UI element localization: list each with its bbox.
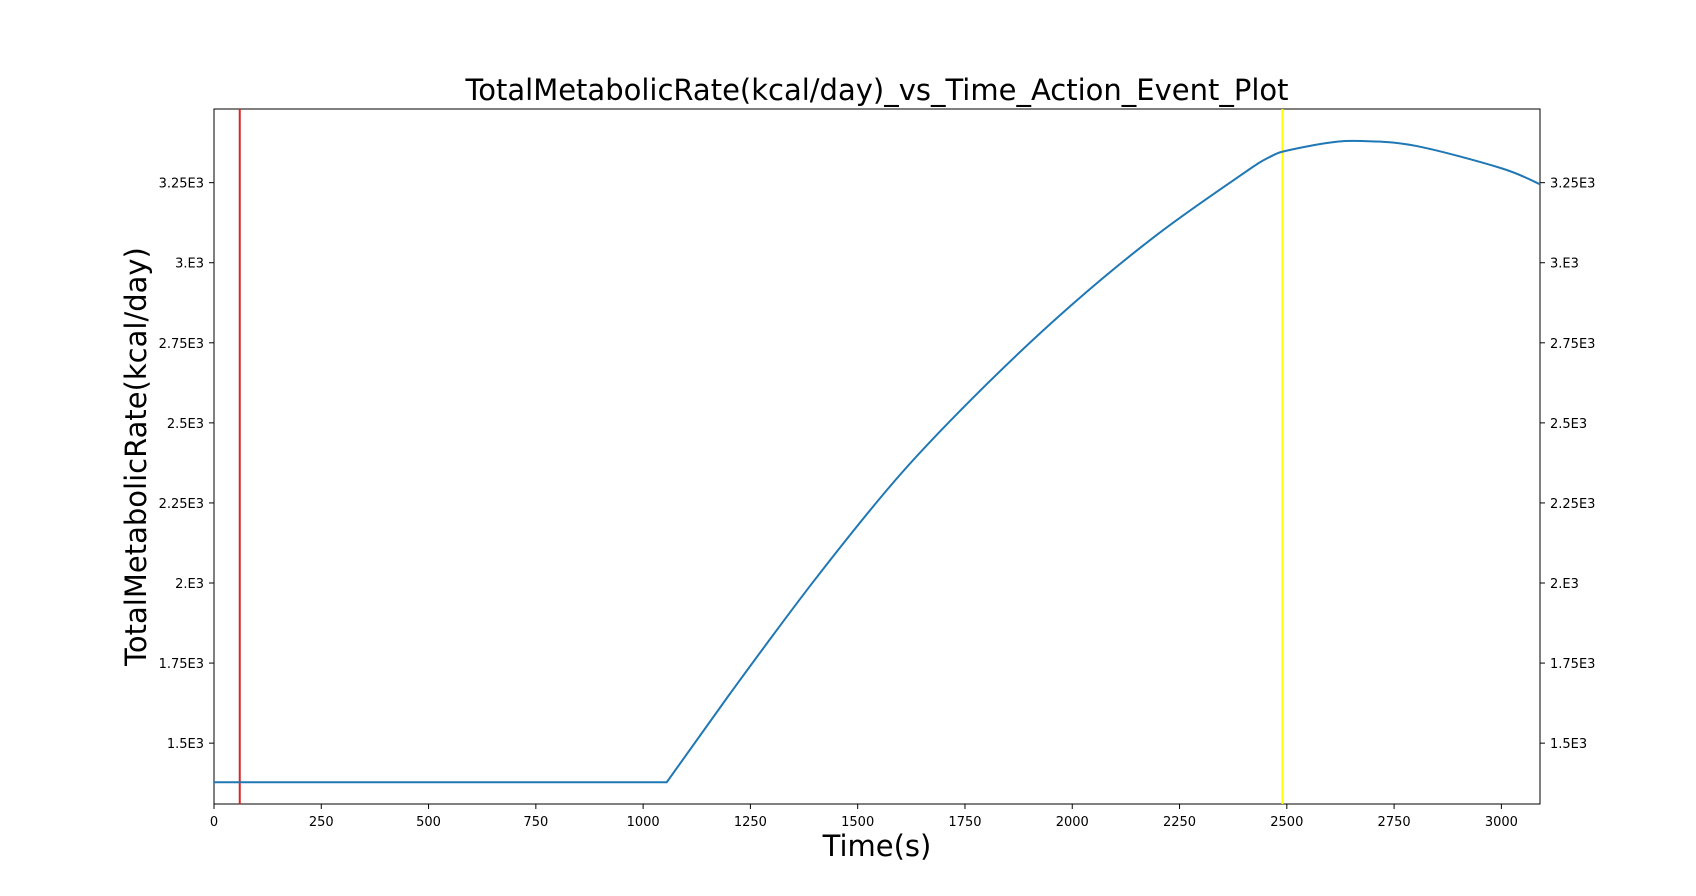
x-tick-label: 2750 — [1378, 815, 1411, 830]
y-tick-label-left: 1.75E3 — [159, 657, 204, 672]
y-tick-label-left: 2.E3 — [175, 577, 204, 592]
y-tick-label-right: 1.5E3 — [1550, 737, 1587, 752]
x-tick-label: 2500 — [1270, 815, 1303, 830]
x-tick-label: 500 — [416, 815, 441, 830]
x-tick-label: 3000 — [1485, 815, 1518, 830]
x-tick-label: 0 — [210, 815, 218, 830]
plot-area — [213, 108, 1541, 805]
x-tick-label: 1250 — [734, 815, 767, 830]
y-tick-label-right: 2.E3 — [1550, 577, 1579, 592]
y-tick-label-left: 2.25E3 — [159, 497, 204, 512]
y-tick-label-right: 2.5E3 — [1550, 417, 1587, 432]
event-lines — [238, 109, 1284, 804]
series-line — [214, 139, 1541, 784]
y-tick-label-left: 2.75E3 — [159, 337, 204, 352]
y-tick-label-left: 3.E3 — [175, 257, 204, 272]
y-tick-label-right: 3.25E3 — [1550, 177, 1595, 192]
x-tick-label: 1000 — [627, 815, 660, 830]
chart-title: TotalMetabolicRate(kcal/day)_vs_Time_Act… — [464, 73, 1288, 107]
y-tick-label-left: 1.5E3 — [167, 737, 204, 752]
plot-frame — [213, 108, 1541, 805]
x-axis: 0 250 500 750 1000 1250 1500 1750 2000 2250 2500 27… — [210, 804, 1518, 830]
x-tick-label: 250 — [309, 815, 334, 830]
x-tick-label: 2000 — [1056, 815, 1089, 830]
y-axis-left: 1.5E3 1.75E3 2.E3 2.25E3 2.5E3 2.75E3 3.E3 3.25… — [159, 177, 214, 752]
x-tick-label: 750 — [523, 815, 548, 830]
y-tick-label-right: 2.75E3 — [1550, 337, 1595, 352]
y-axis-right: 1.5E3 1.75E3 2.E3 2.25E3 2.5E3 2.75E3 3.E3 3.25… — [1540, 177, 1595, 752]
x-tick-label: 1500 — [841, 815, 874, 830]
x-tick-label: 1750 — [948, 815, 981, 830]
y-tick-label-right: 1.75E3 — [1550, 657, 1595, 672]
x-tick-label: 2250 — [1163, 815, 1196, 830]
y-tick-label-left: 2.5E3 — [167, 417, 204, 432]
y-axis-label: TotalMetabolicRate(kcal/day) — [119, 247, 153, 667]
y-tick-label-right: 3.E3 — [1550, 257, 1579, 272]
x-axis-label: Time(s) — [822, 829, 932, 863]
y-tick-label-right: 2.25E3 — [1550, 497, 1595, 512]
y-tick-label-left: 3.25E3 — [159, 177, 204, 192]
